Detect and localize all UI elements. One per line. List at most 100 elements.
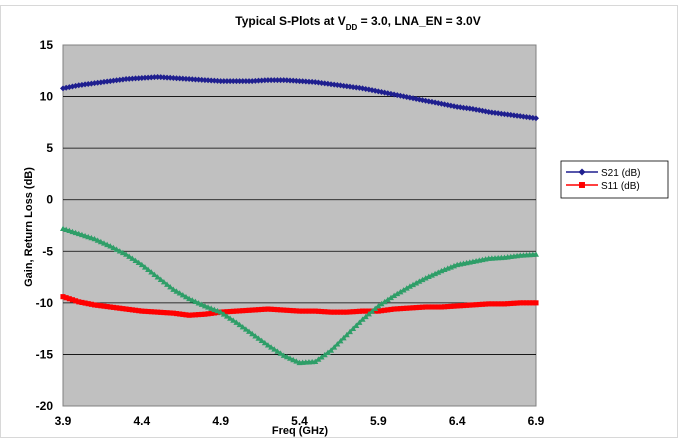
data-point bbox=[520, 300, 526, 306]
data-point bbox=[192, 312, 198, 318]
data-point bbox=[410, 305, 416, 311]
data-point bbox=[460, 302, 467, 309]
data-point bbox=[426, 304, 432, 310]
chart-title: Typical S-Plots at VDD = 3.0, LNA_EN = 3… bbox=[235, 14, 480, 32]
data-point bbox=[476, 301, 482, 308]
data-point bbox=[97, 238, 104, 245]
data-point bbox=[362, 313, 369, 320]
data-point bbox=[319, 308, 325, 315]
data-point bbox=[183, 312, 189, 318]
data-point bbox=[205, 304, 212, 310]
legend-marker bbox=[579, 182, 585, 188]
data-point bbox=[161, 310, 167, 316]
data-point bbox=[356, 308, 362, 314]
data-point bbox=[224, 309, 230, 315]
data-point bbox=[284, 307, 290, 313]
y-tick-label: -20 bbox=[36, 399, 54, 413]
data-point bbox=[473, 302, 479, 308]
data-point bbox=[227, 78, 234, 85]
data-point bbox=[331, 344, 338, 350]
x-tick-label: 3.9 bbox=[55, 414, 72, 428]
data-point bbox=[196, 312, 202, 318]
data-point bbox=[113, 246, 120, 252]
data-point bbox=[123, 306, 129, 312]
data-point bbox=[107, 243, 114, 249]
data-point bbox=[129, 255, 136, 261]
data-point bbox=[101, 303, 107, 309]
y-axis-ticks: 15 10 5 0 -5 -10 -15 -20 bbox=[36, 38, 54, 413]
data-point bbox=[410, 281, 417, 288]
data-point bbox=[356, 319, 363, 325]
x-tick-label: 5.4 bbox=[291, 414, 308, 428]
data-point bbox=[100, 240, 107, 246]
legend-box bbox=[560, 160, 669, 199]
data-point bbox=[309, 308, 315, 314]
data-point bbox=[205, 311, 211, 317]
data-point bbox=[381, 298, 388, 305]
data-point bbox=[413, 280, 420, 286]
data-point bbox=[372, 305, 379, 312]
data-point bbox=[321, 351, 328, 358]
data-point bbox=[489, 301, 495, 307]
data-point bbox=[233, 308, 239, 314]
data-point bbox=[151, 271, 158, 277]
data-point bbox=[343, 331, 350, 338]
legend-marker bbox=[578, 168, 586, 176]
data-point bbox=[384, 296, 391, 303]
data-point bbox=[346, 328, 353, 335]
data-point bbox=[287, 307, 293, 314]
data-point bbox=[387, 294, 394, 301]
data-point bbox=[199, 311, 205, 317]
data-point bbox=[419, 304, 426, 310]
legend-label: S11 (dB) bbox=[601, 181, 640, 192]
data-point bbox=[157, 276, 164, 282]
x-axis-label: Freq (GHz) bbox=[272, 425, 329, 437]
data-point bbox=[214, 307, 221, 314]
data-point bbox=[451, 303, 457, 309]
data-point bbox=[328, 309, 334, 315]
data-point bbox=[126, 306, 132, 313]
data-point bbox=[186, 312, 192, 318]
data-point bbox=[425, 273, 432, 280]
x-tick-label: 4.9 bbox=[212, 414, 229, 428]
data-point bbox=[533, 251, 539, 257]
data-point bbox=[180, 311, 186, 317]
data-point bbox=[189, 312, 195, 318]
data-point bbox=[91, 302, 98, 308]
data-point bbox=[394, 290, 401, 297]
data-point bbox=[66, 296, 72, 302]
data-point bbox=[262, 306, 268, 312]
data-point bbox=[167, 310, 173, 316]
data-point bbox=[173, 288, 180, 294]
data-point bbox=[170, 310, 176, 316]
data-point bbox=[271, 306, 277, 313]
data-point bbox=[94, 237, 101, 243]
data-point bbox=[413, 305, 419, 311]
data-point bbox=[164, 281, 171, 287]
data-point bbox=[274, 307, 280, 313]
data-point bbox=[239, 323, 246, 330]
data-point bbox=[378, 308, 385, 314]
data-point bbox=[416, 278, 423, 284]
data-point bbox=[344, 309, 350, 315]
data-point bbox=[322, 309, 328, 315]
data-point bbox=[416, 304, 422, 310]
data-point bbox=[164, 310, 170, 316]
data-point bbox=[407, 305, 413, 311]
data-point bbox=[378, 300, 385, 307]
data-point bbox=[372, 308, 378, 314]
data-point bbox=[132, 307, 139, 313]
data-point bbox=[242, 78, 249, 85]
series-layer bbox=[60, 73, 539, 366]
data-point bbox=[227, 308, 233, 315]
x-tick-label: 6.9 bbox=[528, 414, 545, 428]
data-point bbox=[116, 248, 123, 254]
data-point bbox=[239, 78, 246, 85]
data-point bbox=[129, 307, 135, 313]
data-point bbox=[428, 272, 435, 278]
data-point bbox=[79, 299, 85, 305]
data-point bbox=[160, 279, 167, 285]
data-point bbox=[324, 349, 331, 355]
data-point bbox=[382, 307, 388, 313]
